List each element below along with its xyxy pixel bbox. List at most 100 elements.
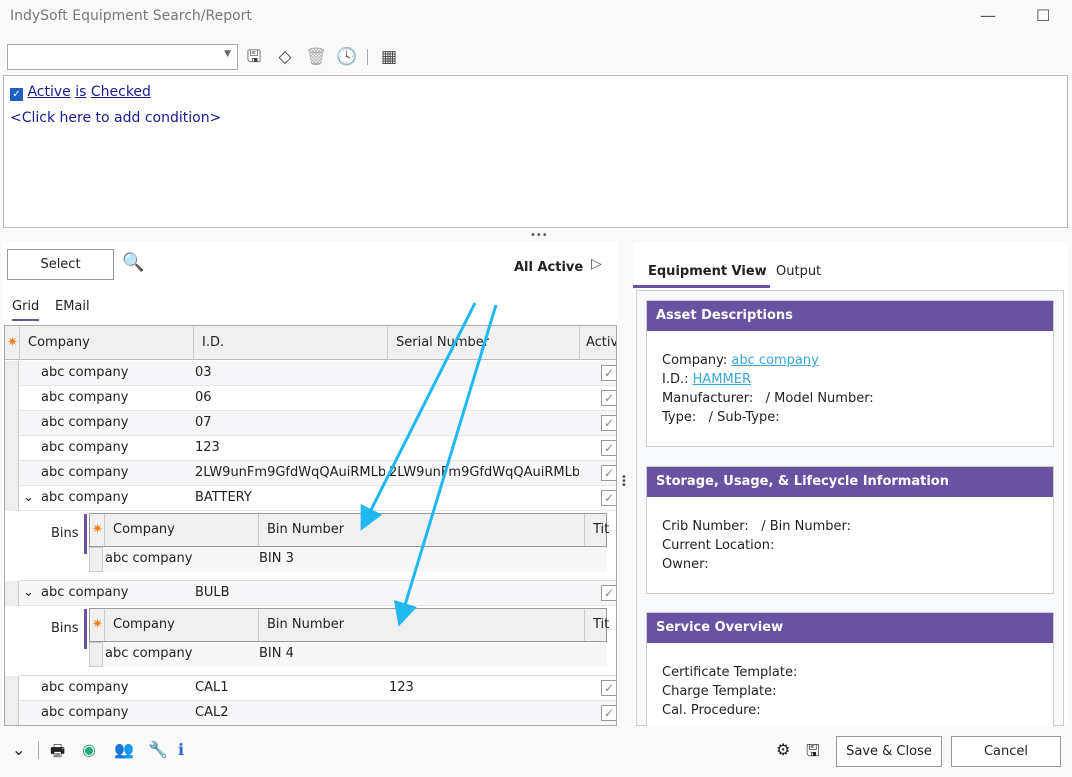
trash-icon[interactable]: 🗑	[305, 47, 327, 67]
condition-checkbox[interactable]: ✓	[10, 88, 23, 101]
row-indicator[interactable]	[5, 486, 19, 511]
table-row[interactable]: ⌄ abc company BATTERY ✓	[5, 486, 616, 511]
tab-email[interactable]: EMail	[55, 299, 90, 314]
row-indicator[interactable]	[89, 547, 103, 572]
cancel-button[interactable]: Cancel	[951, 736, 1061, 767]
id-link[interactable]: HAMMER	[692, 372, 751, 387]
details-panel: Equipment View Output Asset Descriptions…	[633, 243, 1068, 726]
active-checkbox[interactable]: ✓	[601, 490, 616, 506]
manufacturer-line: Manufacturer: / Model Number:	[662, 391, 874, 406]
owner-line: Owner:	[662, 557, 709, 572]
bins-row[interactable]: abc company BIN 3	[89, 547, 607, 572]
search-icon[interactable]: 🔍	[122, 252, 145, 273]
tab-output[interactable]: Output	[776, 264, 822, 279]
row-indicator[interactable]	[5, 461, 19, 486]
expand-chevron-icon[interactable]: ⌄	[23, 585, 34, 600]
bins-label: Bins	[51, 621, 79, 636]
tab-equipment-view[interactable]: Equipment View	[648, 264, 767, 279]
cell-company: abc company	[41, 390, 129, 405]
column-company[interactable]: Company	[19, 326, 193, 360]
bins-column[interactable]: Company	[104, 609, 258, 641]
row-indicator[interactable]	[5, 436, 19, 461]
bins-column[interactable]: Bin Number	[258, 514, 584, 546]
chevron-down-icon[interactable]: ⌄	[12, 740, 26, 759]
annotation-arrow	[360, 302, 477, 531]
settings-icon[interactable]: ⚙	[776, 740, 791, 759]
cell-id: 06	[195, 390, 212, 405]
filter-value[interactable]: Checked	[90, 84, 151, 100]
row-indicator[interactable]	[5, 411, 19, 436]
filter-panel[interactable]: ✓ Active is Checked <Click here to add c…	[3, 75, 1068, 228]
active-tab-indicator	[633, 285, 770, 288]
grid-layout-icon[interactable]: ▦	[380, 47, 398, 67]
bins-detail: Bins ✷ Company Bin Number Tit abc company BIN …	[19, 606, 616, 676]
all-active-label[interactable]: All Active	[514, 260, 584, 275]
bins-column[interactable]: Company	[104, 514, 258, 546]
active-checkbox[interactable]: ✓	[601, 705, 616, 721]
print-icon[interactable]: 🖶	[50, 741, 66, 760]
bins-company: abc company	[105, 551, 193, 566]
table-row[interactable]: abc company CAL1 123 ✓	[5, 676, 616, 701]
type-line: Type: / Sub-Type:	[662, 410, 780, 425]
cell-company: abc company	[41, 705, 129, 720]
validate-icon[interactable]: ◉	[82, 740, 96, 759]
tools-icon[interactable]: 🔧	[148, 740, 168, 759]
row-indicator[interactable]	[5, 676, 19, 701]
row-indicator[interactable]	[5, 701, 19, 725]
history-icon[interactable]: 🕓	[336, 47, 358, 67]
table-row[interactable]: abc company 03 ✓	[5, 361, 616, 386]
bins-row[interactable]: abc company BIN 4	[89, 642, 607, 667]
saved-search-combo[interactable]: ▼	[7, 44, 238, 70]
active-checkbox[interactable]: ✓	[601, 440, 616, 456]
save-icon[interactable]: 🖫	[246, 47, 262, 67]
row-indicator[interactable]	[5, 581, 19, 606]
table-row[interactable]: abc company 07 ✓	[5, 411, 616, 436]
bins-number: BIN 4	[259, 646, 294, 661]
bins-column[interactable]: Tit	[584, 514, 614, 546]
cell-id: BATTERY	[195, 490, 252, 505]
active-checkbox[interactable]: ✓	[601, 465, 616, 481]
splitter-handle[interactable]: •••	[530, 230, 548, 241]
select-button[interactable]: Select	[7, 249, 114, 280]
column-id[interactable]: I.D.	[193, 326, 387, 360]
users-icon[interactable]: 👥	[114, 740, 134, 759]
table-row[interactable]: abc company CAL2 ✓	[5, 701, 616, 725]
minimize-button[interactable]: —	[980, 6, 996, 25]
expand-chevron-icon[interactable]: ⌄	[23, 490, 34, 505]
toolbar-divider	[367, 49, 368, 65]
active-checkbox[interactable]: ✓	[601, 585, 616, 601]
table-row[interactable]: abc company 2LW9unFm9GfdWqQAuiRMLb 2LW9unF…	[5, 461, 616, 486]
table-row[interactable]: ⌄ abc company BULB ✓	[5, 581, 616, 606]
table-row[interactable]: abc company 06 ✓	[5, 386, 616, 411]
row-indicator[interactable]	[5, 386, 19, 411]
column-serial[interactable]: Serial Number	[387, 326, 579, 360]
filter-operator[interactable]: is	[75, 84, 87, 100]
row-indicator[interactable]	[89, 642, 103, 667]
filter-field[interactable]: Active	[27, 84, 71, 100]
company-link[interactable]: abc company	[731, 353, 819, 368]
vertical-splitter-handle[interactable]: • • •	[621, 472, 627, 491]
info-signature-icon[interactable]: ℹ	[178, 740, 185, 759]
cell-serial: 123	[389, 680, 414, 695]
active-checkbox[interactable]: ✓	[601, 680, 616, 696]
row-indicator[interactable]	[5, 361, 19, 386]
bins-header: ✷ Company Bin Number Tit	[89, 513, 609, 547]
table-row[interactable]: abc company 123 ✓	[5, 436, 616, 461]
company-label: Company:	[662, 353, 728, 368]
tab-grid[interactable]: Grid	[12, 299, 40, 321]
bins-column[interactable]: Bin Number	[258, 609, 584, 641]
active-checkbox[interactable]: ✓	[601, 365, 616, 381]
save-close-button[interactable]: Save & Close	[836, 736, 942, 767]
certificate-line: Certificate Template:	[662, 665, 798, 680]
add-condition-link[interactable]: <Click here to add condition>	[10, 110, 222, 126]
play-icon[interactable]: ▷	[591, 256, 602, 272]
eraser-icon[interactable]: ◇	[278, 47, 292, 67]
cell-serial: 2LW9unFm9GfdWqQAuiRMLb	[389, 465, 579, 480]
active-checkbox[interactable]: ✓	[601, 390, 616, 406]
column-active[interactable]: Active	[579, 326, 616, 360]
active-checkbox[interactable]: ✓	[601, 415, 616, 431]
save-layout-icon[interactable]: 🖫	[806, 741, 820, 760]
bins-column[interactable]: Tit	[584, 609, 614, 641]
maximize-button[interactable]: ☐	[1036, 6, 1051, 25]
